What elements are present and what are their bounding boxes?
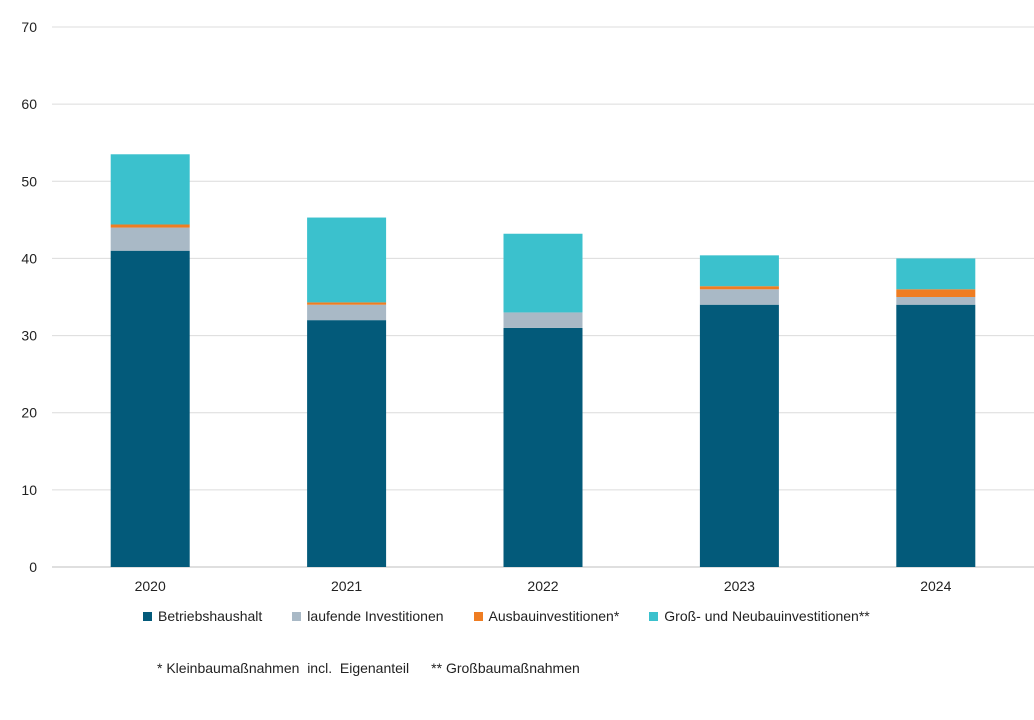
legend-swatch	[292, 611, 302, 621]
y-tick-label-20: 20	[21, 405, 37, 421]
bar-segment-2023-s0	[699, 304, 779, 567]
footnote-grossbau: ** Großbaumaßnahmen	[431, 660, 580, 676]
bar-segment-2021-s3	[307, 217, 387, 303]
bar-segment-2024-s1	[896, 297, 976, 305]
bar-segment-2020-s1	[110, 227, 190, 251]
x-tick-label-2020: 2020	[135, 578, 166, 594]
legend-item-ausbauinvestitionen: Ausbauinvestitionen*	[473, 608, 620, 624]
bar-segment-2022-s3	[503, 233, 583, 313]
bar-segment-2022-s1	[503, 312, 583, 328]
y-tick-label-50: 50	[21, 173, 37, 189]
bar-segment-2022-s0	[503, 327, 583, 567]
bars	[110, 154, 976, 567]
footnote-kleinbau: * Kleinbaumaßnahmen incl. Eigenanteil	[157, 660, 410, 676]
bar-segment-2023-s2	[699, 286, 779, 290]
legend-label: Groß- und Neubauinvestitionen**	[664, 608, 870, 624]
legend-label: laufende Investitionen	[307, 608, 444, 624]
y-tick-label-70: 70	[21, 19, 37, 35]
y-tick-label-30: 30	[21, 328, 37, 344]
y-axis: 0 10 20 30 40 50 60 70	[21, 19, 37, 575]
stacked-bar-chart: 0 10 20 30 40 50 60 70 2020 2021 2022 2023 2024	[21, 19, 1034, 594]
y-tick-label-60: 60	[21, 96, 37, 112]
bar-segment-2024-s0	[896, 304, 976, 567]
legend-item-neubauinvestitionen: Groß- und Neubauinvestitionen**	[649, 608, 870, 624]
legend: Betriebshaushalt laufende Investitionen …	[143, 608, 870, 624]
x-tick-label-2022: 2022	[527, 578, 558, 594]
bar-segment-2020-s0	[110, 250, 190, 567]
x-tick-label-2024: 2024	[920, 578, 951, 594]
footnotes: * Kleinbaumaßnahmen incl. Eigenanteil **…	[157, 660, 580, 676]
bar-segment-2024-s2	[896, 289, 976, 297]
bar-segment-2020-s2	[110, 224, 190, 228]
bar-segment-2024-s3	[896, 258, 976, 290]
bar-segment-2020-s3	[110, 154, 190, 225]
x-tick-label-2023: 2023	[724, 578, 755, 594]
y-tick-label-40: 40	[21, 250, 37, 266]
bar-segment-2021-s0	[307, 320, 387, 567]
legend-label: Betriebshaushalt	[158, 608, 263, 624]
bar-segment-2021-s2	[307, 302, 387, 305]
x-axis: 2020 2021 2022 2023 2024	[135, 578, 952, 594]
legend-swatch	[473, 611, 483, 621]
legend-item-laufende-investitionen: laufende Investitionen	[292, 608, 444, 624]
x-tick-label-2021: 2021	[331, 578, 362, 594]
bar-segment-2023-s3	[699, 255, 779, 287]
bar-segment-2021-s1	[307, 304, 387, 321]
legend-swatch	[649, 611, 659, 621]
y-tick-label-0: 0	[29, 559, 37, 575]
bar-segment-2023-s1	[699, 289, 779, 305]
legend-item-betriebshaushalt: Betriebshaushalt	[143, 608, 262, 624]
y-tick-label-10: 10	[21, 482, 37, 498]
legend-swatch	[143, 611, 152, 621]
legend-label: Ausbauinvestitionen*	[488, 608, 620, 624]
